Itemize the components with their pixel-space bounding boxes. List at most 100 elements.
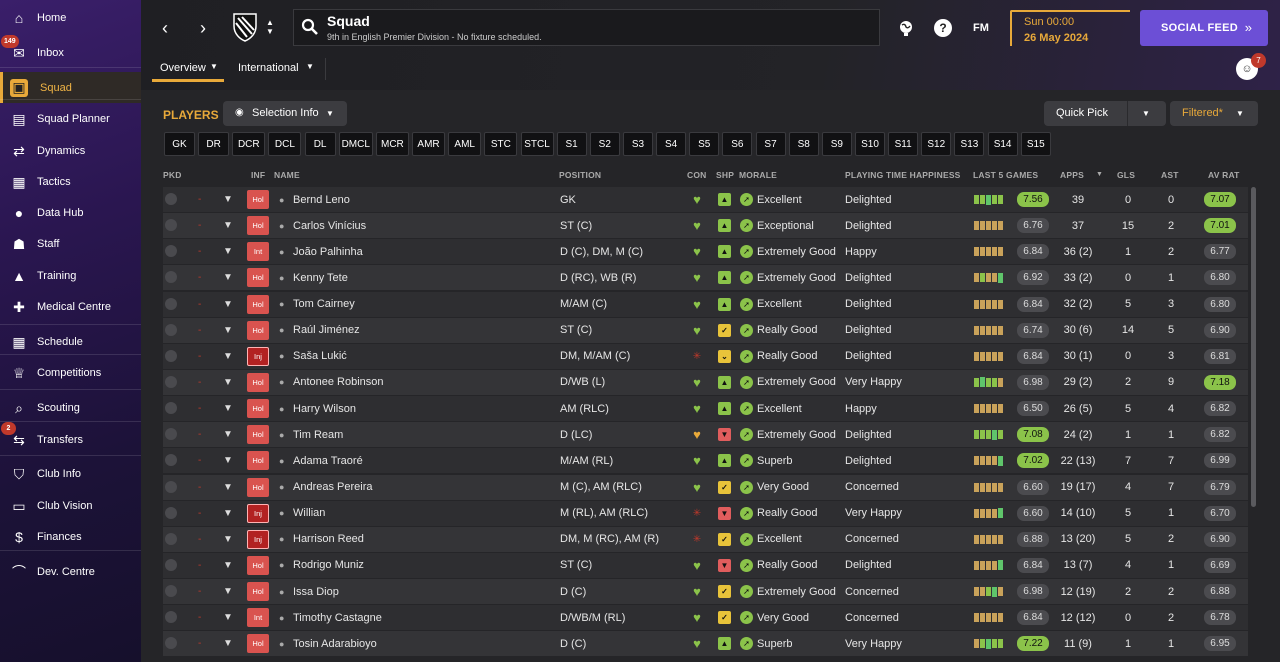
player-name[interactable]: Issa Diop	[293, 585, 339, 598]
table-row[interactable]: - ▼ Int ● João Palhinha D (C), DM, M (C) ♥ ▲ ➚ Ex…	[163, 239, 1248, 265]
position-filter-stcl[interactable]: STCL	[520, 132, 554, 156]
pick-checkbox[interactable]	[165, 480, 177, 493]
pick-checkbox[interactable]	[165, 271, 177, 284]
player-name[interactable]: Harrison Reed	[293, 533, 364, 546]
filter-button[interactable]: Filtered* ▼	[1170, 101, 1258, 126]
position-filter-dl[interactable]: DL	[304, 132, 336, 156]
chevron-down-icon[interactable]: ▼	[223, 403, 233, 415]
table-row[interactable]: - ▼ Inj ● Saša Lukić DM, M/AM (C) ✳ ⌄ ➚ Really Go…	[163, 343, 1248, 369]
column-header-name[interactable]: NAME	[274, 170, 300, 180]
chevron-down-icon[interactable]: ▼	[223, 638, 233, 650]
player-name[interactable]: Carlos Vinícius	[293, 219, 367, 232]
quick-pick-button[interactable]: Quick Pick ▼	[1044, 101, 1166, 126]
pick-checkbox[interactable]	[165, 585, 177, 598]
table-row[interactable]: - ▼ Hol ● Tosin Adarabioyo D (C) ♥ ▲ ➚ Superb Very…	[163, 631, 1248, 657]
player-name[interactable]: Timothy Castagne	[293, 611, 382, 624]
pick-checkbox[interactable]	[165, 245, 177, 258]
tab-international[interactable]: International ▼	[232, 56, 322, 82]
sidebar-item-competitions[interactable]: ♕ Competitions	[0, 360, 141, 386]
sidebar-item-data-hub[interactable]: ● Data Hub	[0, 200, 141, 226]
sidebar-item-club-info[interactable]: ⛉ Club Info	[0, 461, 141, 487]
chevron-down-icon[interactable]: ▼	[223, 220, 233, 232]
chevron-down-icon[interactable]: ▼	[223, 586, 233, 598]
column-header-last5[interactable]: LAST 5 GAMES	[973, 170, 1039, 180]
fm-logo-icon[interactable]: FM	[973, 22, 989, 34]
position-filter-s15[interactable]: S15	[1020, 132, 1051, 156]
sidebar-item-home[interactable]: ⌂ Home	[0, 5, 141, 31]
position-filter-s11[interactable]: S11	[888, 132, 919, 156]
column-header-con[interactable]: CON	[687, 170, 707, 180]
pick-checkbox[interactable]	[165, 219, 177, 232]
pick-checkbox[interactable]	[165, 611, 177, 624]
sidebar-item-dynamics[interactable]: ⇄ Dynamics	[0, 138, 141, 164]
sidebar-item-training[interactable]: ▲ Training	[0, 263, 141, 289]
chevron-down-icon[interactable]: ▼	[223, 298, 233, 310]
player-name[interactable]: João Palhinha	[293, 245, 363, 258]
position-filter-s5[interactable]: S5	[689, 132, 720, 156]
position-filter-gk[interactable]: GK	[164, 132, 195, 156]
sidebar-item-transfers[interactable]: ⇆ Transfers 2	[0, 422, 141, 453]
column-header-apps[interactable]: APPS	[1060, 170, 1084, 180]
column-header-ship[interactable]: SHP	[716, 170, 735, 180]
chevron-down-icon[interactable]: ▼	[1142, 109, 1150, 118]
chevron-down-icon[interactable]: ▼	[223, 533, 233, 545]
column-header-pth[interactable]: PLAYING TIME HAPPINESS	[845, 170, 961, 180]
chevron-down-icon[interactable]: ▼	[223, 376, 233, 388]
sidebar-item-squad[interactable]: ▣ Squad	[0, 72, 141, 103]
player-name[interactable]: Adama Traoré	[293, 454, 363, 467]
position-filter-dmcl[interactable]: DMCL	[338, 132, 373, 156]
position-filter-s12[interactable]: S12	[921, 132, 952, 156]
column-header-gls[interactable]: GLS	[1117, 170, 1136, 180]
chevron-down-icon[interactable]: ▼	[223, 559, 233, 571]
chevron-down-icon[interactable]: ▼	[223, 246, 233, 258]
pick-checkbox[interactable]	[165, 454, 177, 467]
pick-checkbox[interactable]	[165, 532, 177, 545]
help-icon[interactable]: ?	[934, 19, 952, 37]
sidebar-item-dev-centre[interactable]: ⌒ Dev. Centre	[0, 559, 141, 585]
sidebar-item-schedule[interactable]: ▦ Schedule	[0, 329, 141, 355]
club-switch-chevrons-icon[interactable]: ▲ ▼	[266, 18, 274, 36]
position-filter-mcr[interactable]: MCR	[375, 132, 409, 156]
club-crest-icon[interactable]	[231, 12, 259, 42]
table-row[interactable]: - ▼ Int ● Timothy Castagne D/WB/M (RL) ♥ ✓ ➚ Very…	[163, 605, 1248, 631]
table-row[interactable]: - ▼ Hol ● Antonee Robinson D/WB (L) ♥ ▲ ➚ Extreme…	[163, 369, 1248, 395]
column-header-morale[interactable]: MORALE	[739, 170, 778, 180]
table-row[interactable]: - ▼ Hol ● Harry Wilson AM (RLC) ♥ ▲ ➚ Excellent Ha…	[163, 396, 1248, 422]
pick-checkbox[interactable]	[165, 193, 177, 205]
pick-checkbox[interactable]	[165, 297, 177, 310]
chevron-down-icon[interactable]: ▼	[223, 507, 233, 519]
pick-checkbox[interactable]	[165, 558, 177, 571]
world-globe-icon[interactable]	[897, 19, 915, 37]
table-row[interactable]: - ▼ Hol ● Tom Cairney M/AM (C) ♥ ▲ ➚ Excellent Del…	[163, 291, 1248, 317]
table-row[interactable]: - ▼ Hol ● Bernd Leno GK ♥ ▲ ➚ Excellent Delighted 7…	[163, 187, 1248, 212]
position-filter-s1[interactable]: S1	[556, 132, 587, 156]
position-filter-stc[interactable]: STC	[484, 132, 518, 156]
social-feed-button[interactable]: SOCIAL FEED »	[1140, 10, 1268, 46]
position-filter-s7[interactable]: S7	[755, 132, 786, 156]
table-row[interactable]: - ▼ Inj ● Willian M (RL), AM (RLC) ✳ ▼ ➚ Really G…	[163, 500, 1248, 526]
player-name[interactable]: Kenny Tete	[293, 271, 348, 284]
chevron-down-icon[interactable]: ▼	[223, 350, 233, 362]
position-filter-s6[interactable]: S6	[722, 132, 753, 156]
table-row[interactable]: - ▼ Hol ● Rodrigo Muniz ST (C) ♥ ▼ ➚ Really Good D…	[163, 552, 1248, 578]
position-filter-s8[interactable]: S8	[788, 132, 819, 156]
column-header-pkd[interactable]: PKD	[163, 170, 182, 180]
scrollbar[interactable]	[1251, 187, 1256, 507]
table-row[interactable]: - ▼ Hol ● Kenny Tete D (RC), WB (R) ♥ ▲ ➚ Extreme…	[163, 265, 1248, 291]
selection-info-button[interactable]: ◉ Selection Info ▼	[223, 101, 347, 126]
pick-checkbox[interactable]	[165, 428, 177, 441]
player-name[interactable]: Tim Ream	[293, 428, 344, 441]
sidebar-item-finances[interactable]: $ Finances	[0, 524, 141, 550]
pick-checkbox[interactable]	[165, 637, 177, 650]
back-arrow-icon[interactable]: ‹	[162, 17, 168, 38]
pick-checkbox[interactable]	[165, 349, 177, 362]
player-name[interactable]: Bernd Leno	[293, 193, 350, 206]
position-filter-s4[interactable]: S4	[656, 132, 687, 156]
chevron-down-icon[interactable]: ▼	[223, 429, 233, 441]
column-header-avr[interactable]: AV RAT	[1208, 170, 1240, 180]
position-filter-s10[interactable]: S10	[855, 132, 885, 156]
player-name[interactable]: Rodrigo Muniz	[293, 559, 364, 572]
chevron-down-icon[interactable]: ▼	[223, 194, 233, 205]
chevron-down-icon[interactable]: ▼	[223, 455, 233, 467]
sidebar-item-tactics[interactable]: ▦ Tactics	[0, 169, 141, 195]
